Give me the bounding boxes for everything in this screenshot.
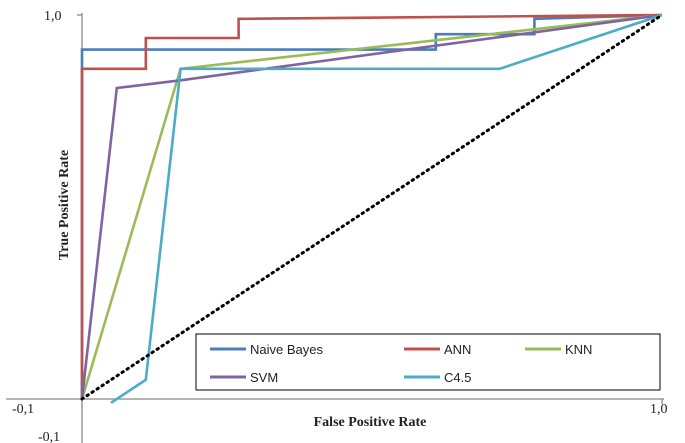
- x-axis-title: False Positive Rate: [314, 415, 427, 430]
- legend-label-naive-bayes: Naive Bayes: [250, 342, 323, 357]
- series-line-naive-bayes: [80, 13, 663, 399]
- y-tick-label-top: 1,0: [44, 9, 62, 24]
- labels: 1,0 -0,1 -0,1 1,0 False Positive Rate True Po…: [12, 9, 668, 443]
- series-layer: [80, 13, 664, 404]
- series-line-c4-5: [110, 13, 663, 404]
- legend-label-knn: KNN: [565, 342, 592, 357]
- series-line-ann: [80, 13, 663, 399]
- legend-label-c4-5: C4.5: [444, 370, 471, 385]
- series-line-svm: [80, 13, 663, 400]
- x-tick-label-left: -0,1: [12, 402, 34, 417]
- x-tick-label-right: 1,0: [650, 402, 668, 417]
- legend-box: [195, 333, 661, 391]
- y-axis-title: True Positive Rate: [57, 150, 72, 260]
- legend-label-svm: SVM: [250, 370, 278, 385]
- diagonal-reference-line: [80, 13, 664, 401]
- y-tick-label-bottom: -0,1: [38, 430, 60, 443]
- legend-label-ann: ANN: [444, 342, 471, 357]
- legend: Naive Bayes ANN KNN SVM C4.5: [195, 333, 661, 391]
